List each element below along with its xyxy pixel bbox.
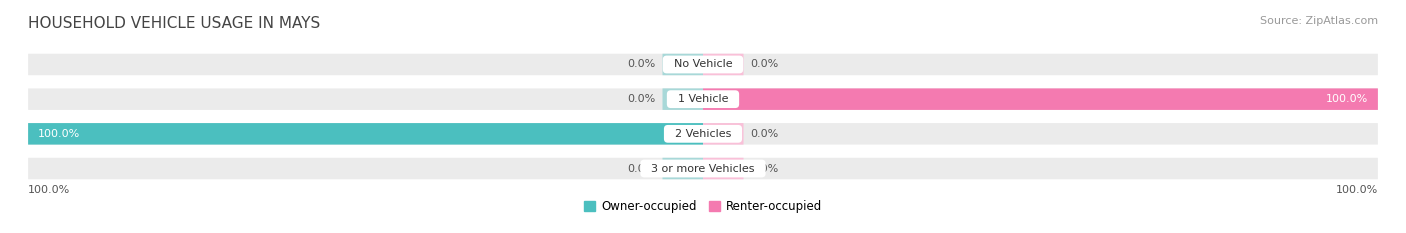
Text: No Vehicle: No Vehicle [666,59,740,69]
Text: 100.0%: 100.0% [1336,185,1378,195]
Text: HOUSEHOLD VEHICLE USAGE IN MAYS: HOUSEHOLD VEHICLE USAGE IN MAYS [28,16,321,31]
FancyBboxPatch shape [662,54,703,75]
Text: Source: ZipAtlas.com: Source: ZipAtlas.com [1260,16,1378,26]
Legend: Owner-occupied, Renter-occupied: Owner-occupied, Renter-occupied [579,195,827,218]
Text: 100.0%: 100.0% [28,185,70,195]
FancyBboxPatch shape [28,54,1378,75]
Text: 100.0%: 100.0% [1326,94,1368,104]
Text: 0.0%: 0.0% [751,129,779,139]
Text: 0.0%: 0.0% [627,59,655,69]
FancyBboxPatch shape [28,88,1378,110]
FancyBboxPatch shape [703,158,744,179]
FancyBboxPatch shape [28,123,1378,145]
FancyBboxPatch shape [662,158,703,179]
Text: 0.0%: 0.0% [751,59,779,69]
FancyBboxPatch shape [28,123,703,145]
Text: 0.0%: 0.0% [627,164,655,174]
Text: 2 Vehicles: 2 Vehicles [668,129,738,139]
FancyBboxPatch shape [28,158,1378,179]
FancyBboxPatch shape [703,88,1378,110]
Text: 3 or more Vehicles: 3 or more Vehicles [644,164,762,174]
Text: 0.0%: 0.0% [751,164,779,174]
FancyBboxPatch shape [703,123,744,145]
Text: 100.0%: 100.0% [38,129,80,139]
FancyBboxPatch shape [703,54,744,75]
Text: 1 Vehicle: 1 Vehicle [671,94,735,104]
Text: 0.0%: 0.0% [627,94,655,104]
FancyBboxPatch shape [662,88,703,110]
